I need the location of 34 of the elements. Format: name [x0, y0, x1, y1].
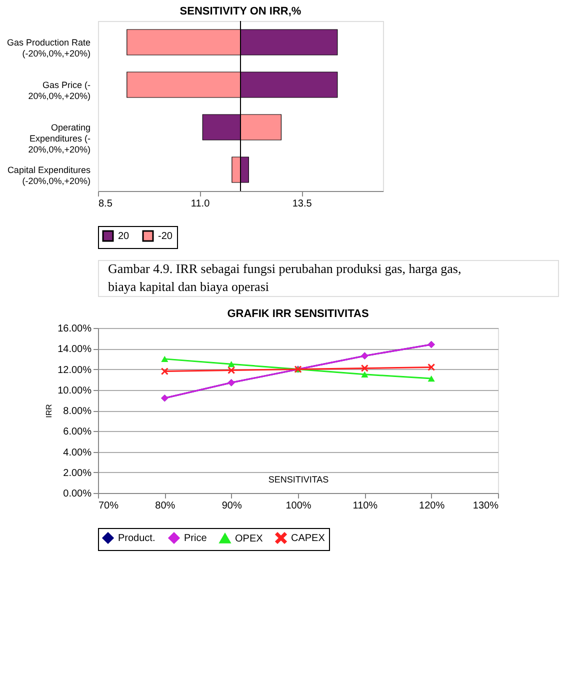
x-axis-title: SENSITIVITAS	[268, 474, 329, 484]
y-tick-label: 8.00%	[63, 406, 92, 417]
x-tick-label: 110%	[352, 500, 378, 512]
y-tick-label: 4.00%	[63, 447, 92, 458]
y-axis-title: IRR	[44, 404, 54, 418]
legend-label: CAPEX	[291, 533, 326, 544]
x-tick-label: 80%	[155, 500, 176, 512]
x-tick-label: 120%	[419, 500, 445, 512]
y-tick-label: 12.00%	[58, 364, 92, 376]
legend-label: Price	[184, 533, 208, 544]
y-tick-label: 16.00%	[58, 324, 92, 334]
x-tick-label: 8.5	[98, 198, 113, 210]
legend-label: Product.	[118, 533, 156, 544]
x-tick-label: 90%	[222, 500, 242, 512]
x-tick-label: 11.0	[190, 198, 210, 210]
y-tick-label: 10.00%	[58, 385, 92, 396]
y-tick-label: 0.00%	[63, 488, 92, 500]
y-tick-label: Operating Expenditures (- 20%,0%,+20%)	[28, 122, 90, 154]
x-tick-label: 70%	[98, 500, 119, 512]
y-tick-label: 6.00%	[63, 426, 92, 438]
y-tick-label: Gas Price (- 20%,0%,+20%)	[28, 80, 90, 101]
x-tick-label: 13.5	[292, 198, 312, 210]
legend-label: 20	[118, 231, 130, 242]
x-tick-label: 130%	[472, 500, 499, 512]
y-tick-label: Gas Production Rate (-20%,0%,+20%)	[6, 37, 90, 58]
y-tick-label: Capital Expenditures (-20%,0%,+20%)	[7, 164, 91, 186]
legend-label: -20	[158, 231, 173, 242]
x-tick-label: 100%	[286, 500, 312, 512]
text: Gambar 4.9. IRR sebagai fungsi perubahan produksi gas, harga gas, biaya kapital dan biaya operasi	[108, 261, 462, 294]
chart-title: SENSITIVITY ON IRR,%	[180, 6, 302, 18]
y-tick-label: 2.00%	[63, 468, 92, 479]
legend-label: OPEX	[235, 533, 264, 544]
chart-title: GRAFIK IRR SENSITIVITAS	[227, 308, 369, 320]
y-tick-label: 14.00%	[58, 344, 92, 356]
